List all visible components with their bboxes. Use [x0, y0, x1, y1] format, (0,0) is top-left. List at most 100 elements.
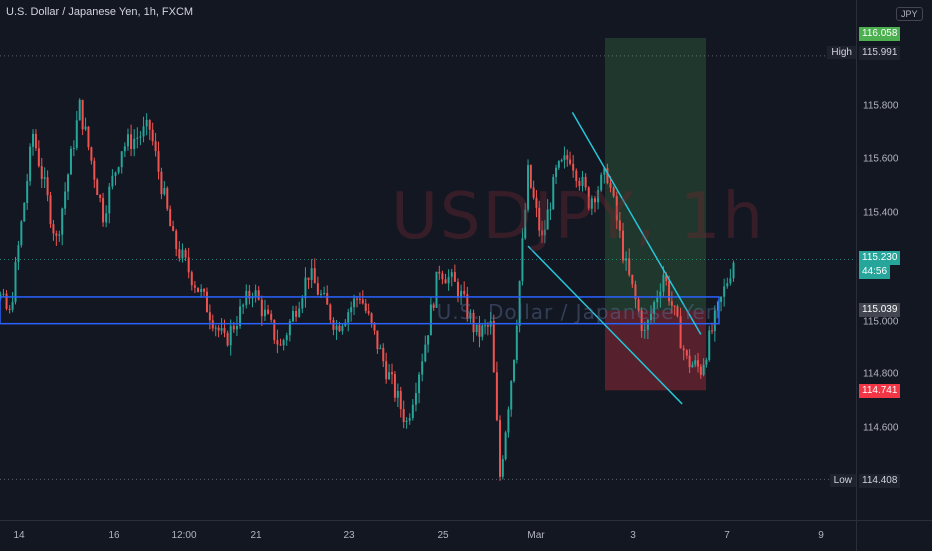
candle-body: [650, 313, 653, 321]
candle-body: [61, 208, 64, 235]
candle-body: [208, 312, 211, 321]
candle-body: [429, 304, 432, 336]
candle-body: [200, 289, 203, 292]
candle-body: [217, 327, 220, 331]
candle-body: [267, 309, 270, 314]
candle-body: [587, 187, 590, 209]
candle-body: [597, 190, 600, 203]
candle-body: [535, 197, 538, 208]
candle-body: [391, 372, 394, 375]
candle-body: [285, 335, 288, 341]
candle-body: [563, 155, 566, 160]
candle-body: [203, 289, 206, 292]
currency-button[interactable]: JPY: [896, 7, 923, 21]
price-tick: 115.600: [863, 153, 899, 165]
candle-body: [711, 330, 714, 332]
candle-body: [37, 148, 40, 167]
candle-body: [662, 274, 665, 292]
candle-body: [298, 308, 301, 317]
candle-body: [313, 268, 316, 284]
candle-body: [515, 325, 518, 361]
candle-body: [120, 151, 123, 168]
candle-body: [726, 283, 729, 287]
price-axis[interactable]: JPY 116.058 115.991 115.800 115.600 115.…: [856, 0, 932, 520]
chart-area[interactable]: USDJPY, 1h U.S. Dollar / Japanese Yen U.…: [0, 0, 856, 520]
candle-body: [87, 126, 90, 148]
candle-body: [232, 325, 235, 330]
candle-body: [157, 151, 160, 172]
candle-body: [541, 230, 544, 236]
candle-body: [136, 137, 139, 139]
candle-body: [441, 273, 444, 280]
candle-body: [26, 181, 29, 204]
upper-trendline: [571, 111, 702, 335]
price-tick: 115.000: [863, 316, 899, 328]
time-tick: 16: [108, 530, 120, 541]
candle-body: [214, 327, 217, 329]
candle-body: [492, 320, 495, 373]
candle-body: [52, 224, 55, 234]
candle-body: [653, 302, 656, 314]
candle-body: [385, 361, 388, 380]
candle-body: [301, 298, 304, 309]
candle-body: [584, 176, 587, 188]
candle-body: [17, 245, 20, 262]
candle-body: [590, 198, 593, 209]
candle-body: [466, 294, 469, 319]
candle-body: [14, 261, 17, 302]
candle-body: [691, 364, 694, 368]
candle-body: [229, 325, 232, 346]
candle-body: [347, 312, 350, 323]
candle-body: [226, 332, 229, 346]
candle-body: [408, 418, 411, 421]
candle-body: [181, 249, 184, 259]
candle-body: [96, 179, 99, 196]
price-tick: 115.800: [863, 100, 899, 112]
candle-body: [223, 328, 226, 333]
time-axis[interactable]: 14 16 12:00 21 23 25 Mar 3 7 9: [0, 520, 856, 551]
candle-body: [133, 138, 136, 150]
candle-body: [484, 325, 487, 327]
candle-body: [172, 226, 175, 231]
target-price-tag: 116.058: [859, 27, 901, 41]
candle-body: [197, 287, 200, 292]
high-price-tag: 115.991: [859, 46, 901, 60]
time-tick: 25: [437, 530, 449, 541]
candle-body: [20, 221, 23, 246]
candle-body: [411, 404, 414, 419]
low-label: Low: [829, 474, 856, 487]
candle-body: [239, 306, 242, 326]
candle-body: [169, 208, 172, 227]
candle-body: [495, 372, 498, 421]
candle-body: [702, 364, 705, 375]
candle-body: [699, 366, 702, 375]
low-price-tag: 114.408: [859, 474, 901, 488]
candle-body: [581, 176, 584, 187]
candle-body: [358, 299, 361, 301]
support-zone: [0, 296, 720, 325]
candle-body: [720, 296, 723, 302]
candle-body: [405, 420, 408, 423]
candle-body: [518, 281, 521, 326]
candle-body: [670, 301, 673, 306]
candle-body: [615, 196, 618, 221]
candle-body: [529, 165, 532, 188]
candle-body: [8, 308, 11, 310]
candle-body: [166, 188, 169, 209]
price-chart[interactable]: [0, 0, 856, 520]
candle-body: [521, 238, 524, 282]
candle-body: [257, 290, 260, 300]
candle-body: [184, 249, 187, 258]
candle-body: [126, 134, 129, 147]
candle-body: [99, 195, 102, 198]
candle-body: [716, 301, 719, 311]
candle-body: [486, 325, 489, 327]
candle-body: [5, 293, 8, 309]
candle-body: [154, 141, 157, 152]
candle-body: [618, 220, 621, 231]
candle-body: [688, 355, 691, 368]
stop-price-tag: 114.741: [859, 384, 901, 398]
candle-body: [399, 390, 402, 410]
candle-body: [444, 279, 447, 284]
candle-body: [263, 309, 266, 317]
